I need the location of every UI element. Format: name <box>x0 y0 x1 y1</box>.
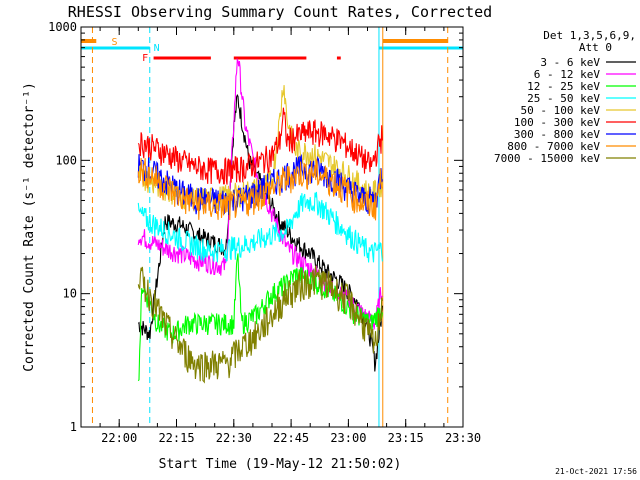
legend-label-8: 7000 - 15000 keV <box>494 152 600 165</box>
x-tick-label-1: 22:15 <box>158 431 194 445</box>
x-axis-label: Start Time (19-May-12 21:50:02) <box>159 457 402 472</box>
y-tick-label-1: 10 <box>63 287 77 301</box>
y-tick-label-3: 1000 <box>48 20 77 34</box>
night-marker-label: N <box>154 43 160 54</box>
series-7000-15000-kev <box>138 266 382 383</box>
y-axis-label: Corrected Count Rate (s⁻¹ detector⁻¹) <box>22 82 37 372</box>
series-layer <box>138 60 382 382</box>
footer-timestamp: 21-Oct-2021 17:56 <box>555 467 637 476</box>
axes-layer: 22:00 22:15 22:30 22:45 23:00 23:15 23:30 1 10 10… <box>48 20 481 445</box>
flag-layer: S NF <box>81 37 463 64</box>
x-tick-label-3: 22:45 <box>273 431 309 445</box>
flare-marker-label: F <box>142 53 148 64</box>
chart-title: RHESSI Observing Summary Count Rates, Co… <box>68 3 492 21</box>
series-12-25-kev <box>138 253 382 380</box>
x-tick-label-2: 22:30 <box>216 431 252 445</box>
saa-marker-label: S <box>112 37 118 48</box>
x-tick-label-5: 23:15 <box>388 431 424 445</box>
x-tick-label-0: 22:00 <box>101 431 137 445</box>
y-tick-label-0: 1 <box>70 420 77 434</box>
x-tick-label-4: 23:00 <box>330 431 366 445</box>
count-rate-chart: S NF 22:00 22:15 22:30 22:45 23:00 23:15 23:30 1… <box>0 0 640 480</box>
x-tick-label-6: 23:30 <box>445 431 481 445</box>
plot-frame <box>81 27 463 427</box>
legend-title-line-2: Att 0 <box>579 41 612 54</box>
y-tick-label-2: 100 <box>55 153 77 167</box>
flag-lines-layer <box>92 27 447 427</box>
